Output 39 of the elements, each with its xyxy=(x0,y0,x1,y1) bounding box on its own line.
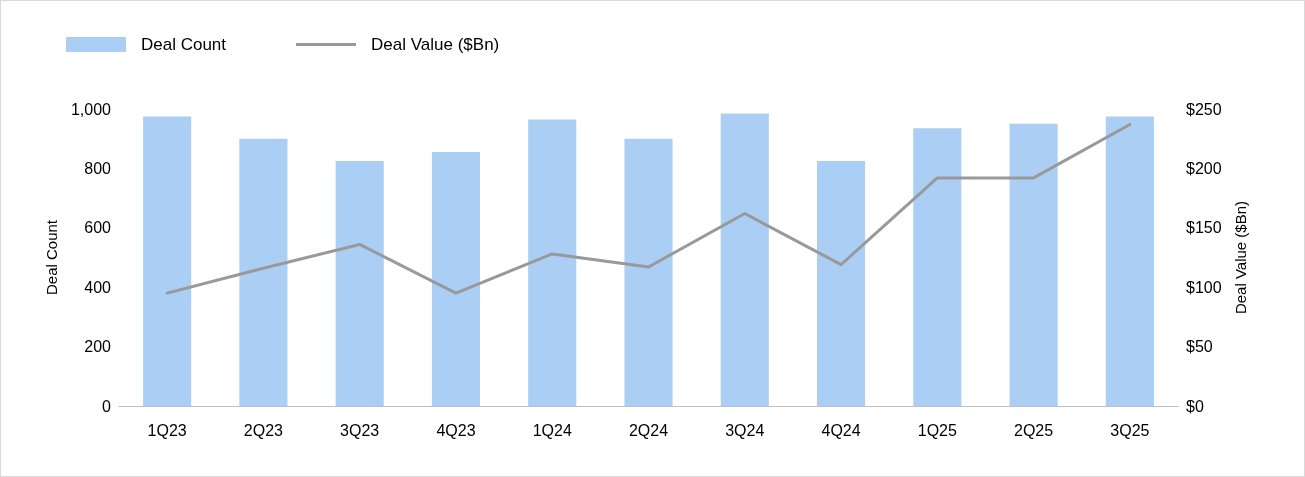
x-tick-label: 3Q23 xyxy=(340,421,380,439)
x-tick-label: 4Q24 xyxy=(821,421,861,439)
bar xyxy=(335,160,384,406)
x-tick-label: 2Q23 xyxy=(243,421,284,439)
y2-tick-label: $100 xyxy=(1186,278,1222,296)
bar xyxy=(528,119,577,406)
bar xyxy=(1009,123,1058,406)
bar xyxy=(143,116,192,406)
legend-label: Deal Value ($Bn) xyxy=(371,35,500,54)
y-tick-label: 0 xyxy=(102,397,112,415)
y2-tick-label: $200 xyxy=(1186,159,1222,177)
y2-tick-label: $50 xyxy=(1186,338,1213,356)
bar xyxy=(624,138,673,406)
legend-label: Deal Count xyxy=(141,35,227,54)
y2-tick-label: $0 xyxy=(1186,397,1204,415)
x-tick-label: 2Q24 xyxy=(628,421,669,439)
x-tick-label: 1Q25 xyxy=(917,421,957,439)
y-tick-label: 800 xyxy=(84,159,112,177)
bar xyxy=(913,128,962,406)
bar xyxy=(720,113,769,406)
y2-tick-label: $250 xyxy=(1186,100,1222,118)
x-tick-label: 4Q23 xyxy=(436,421,476,439)
bar xyxy=(816,160,866,406)
x-tick-label: 2Q25 xyxy=(1014,421,1054,439)
bar xyxy=(239,138,288,406)
y-tick-label: 1,000 xyxy=(70,100,112,118)
y-tick-label: 200 xyxy=(84,338,112,356)
bar xyxy=(431,152,481,406)
x-tick-label: 3Q25 xyxy=(1110,421,1150,439)
y2-tick-label: $150 xyxy=(1186,219,1222,237)
x-tick-label: 3Q24 xyxy=(725,421,765,439)
bar xyxy=(1105,116,1154,406)
y2-axis-title: Deal Value ($Bn) xyxy=(1232,200,1249,315)
y-axis-title: Deal Count xyxy=(43,219,60,296)
x-tick-label: 1Q23 xyxy=(147,421,187,439)
y-tick-label: 400 xyxy=(84,278,112,296)
x-tick-label: 1Q24 xyxy=(532,421,572,439)
y-tick-label: 600 xyxy=(84,219,112,237)
line-series xyxy=(165,122,1132,295)
